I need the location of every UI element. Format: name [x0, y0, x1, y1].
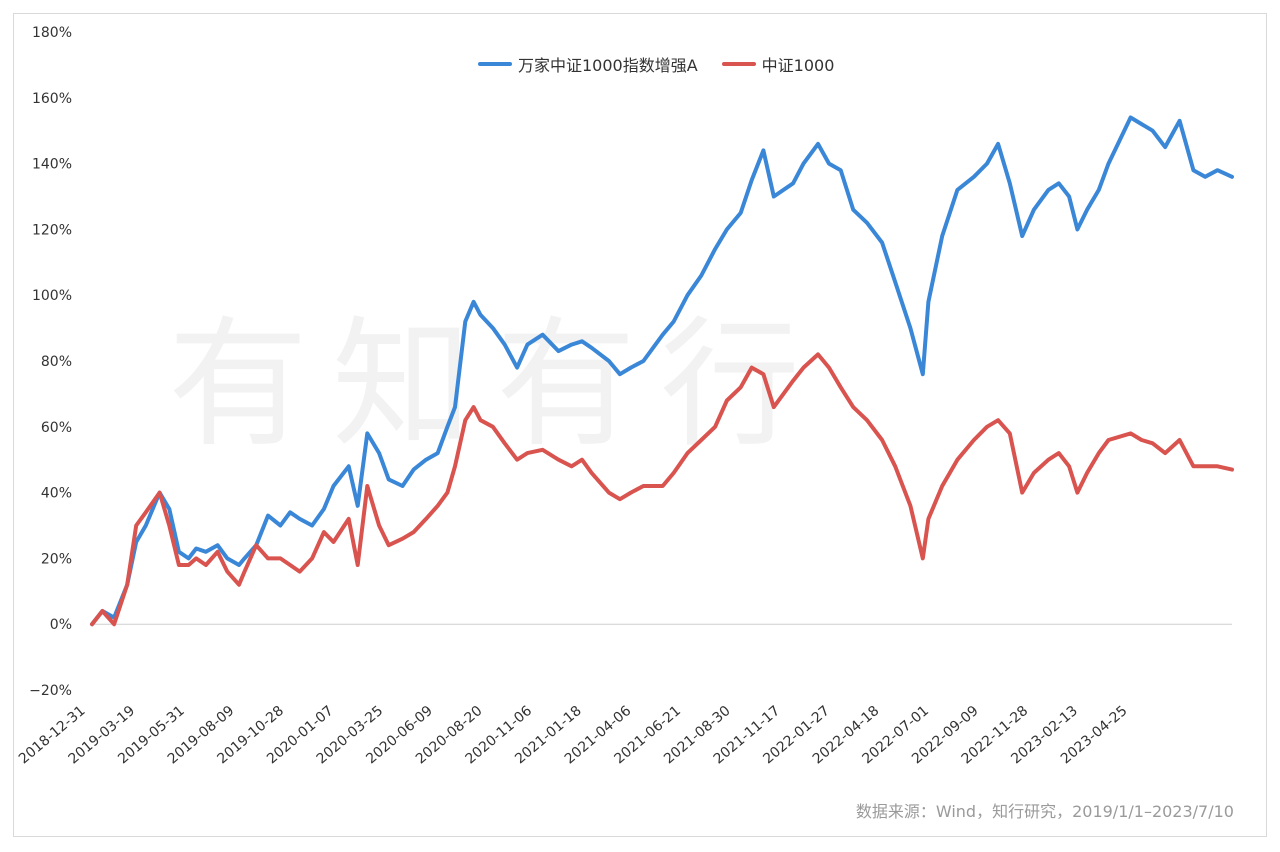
- series-layer: [90, 115, 1234, 627]
- legend-item-index[interactable]: 中证1000: [721, 52, 835, 76]
- watermark: 有知有行: [168, 304, 825, 467]
- chart-frame: [13, 13, 1267, 837]
- legend: 万家中证1000指数增强A 中证1000: [478, 52, 858, 76]
- y-tick-label: 0%: [50, 617, 72, 633]
- y-tick-label: 180%: [32, 25, 72, 41]
- y-tick-label: 140%: [32, 157, 72, 173]
- y-axis: 180% 160% 140% 120% 100% 80% 60% 40% 20% 0% −20%: [29, 25, 1232, 699]
- source-note: 数据来源：Wind，知行研究，2019/1/1–2023/7/10: [855, 802, 1234, 821]
- series-line-fund: [90, 115, 1234, 627]
- legend-swatch-fund: [478, 62, 512, 66]
- y-tick-label: 160%: [32, 91, 72, 107]
- y-tick-label: 80%: [41, 354, 72, 370]
- y-tick-label: 120%: [32, 222, 72, 238]
- y-tick-label: 60%: [41, 420, 72, 436]
- legend-item-fund[interactable]: 万家中证1000指数增强A: [478, 52, 698, 76]
- legend-swatch-index: [721, 62, 756, 66]
- y-tick-label: 20%: [41, 551, 72, 567]
- legend-label-index: 中证1000: [761, 56, 835, 75]
- legend-label-fund: 万家中证1000指数增强A: [518, 56, 698, 75]
- y-tick-label: 100%: [32, 288, 72, 304]
- x-axis: 2018-12-312019-03-192019-05-312019-08-09…: [16, 703, 1131, 768]
- y-tick-label: 40%: [41, 486, 72, 502]
- series-line-index: [90, 352, 1234, 627]
- y-tick-label: −20%: [29, 683, 72, 699]
